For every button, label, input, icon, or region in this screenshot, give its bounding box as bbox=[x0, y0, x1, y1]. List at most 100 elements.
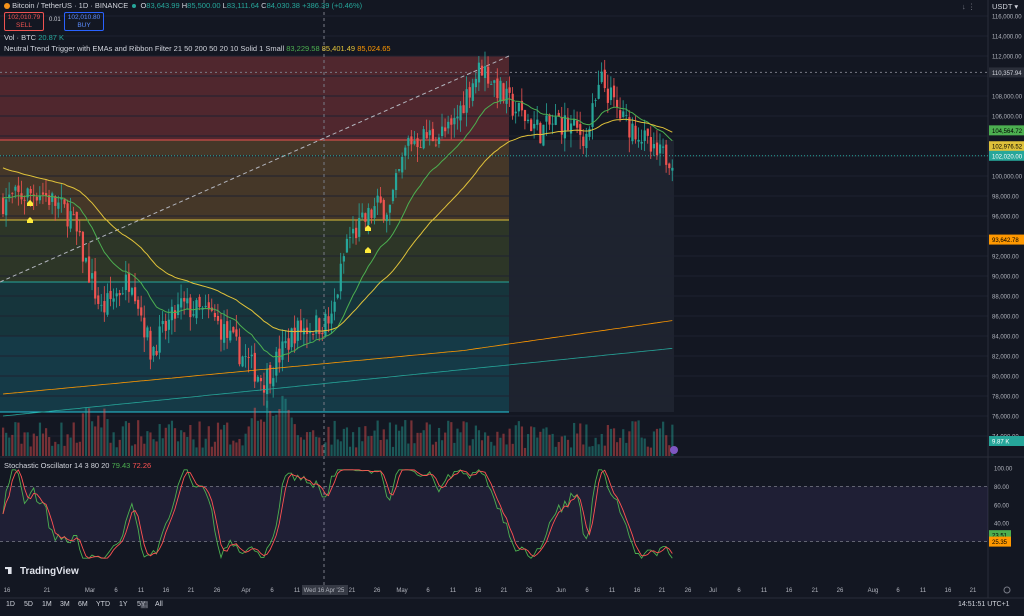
calendar-range-icon[interactable]: ▦ bbox=[140, 599, 149, 609]
time-axis-label: Jul bbox=[709, 588, 717, 594]
symbol-legend[interactable]: Bitcoin / TetherUS · 1D · BINANCE O83,64… bbox=[4, 1, 362, 10]
candle-body bbox=[625, 114, 628, 116]
volume-bar bbox=[597, 444, 600, 456]
volume-bar bbox=[631, 421, 634, 456]
price-axis-label: 96,000.00 bbox=[992, 215, 1019, 221]
timeframe-all[interactable]: All bbox=[155, 601, 163, 608]
volume-bar bbox=[29, 446, 32, 456]
candle-body bbox=[634, 125, 637, 140]
volume-bar bbox=[302, 439, 306, 456]
tradingview-logo[interactable]: TradingView bbox=[5, 566, 79, 577]
timeframe-3m[interactable]: 3M bbox=[60, 601, 70, 608]
time-axis-label: Wed 16 Apr '25 bbox=[304, 588, 345, 594]
candle-body bbox=[646, 128, 649, 136]
volume-bar bbox=[391, 446, 395, 456]
spread-value: 0.01 bbox=[49, 17, 61, 23]
volume-bar bbox=[100, 427, 103, 456]
time-axis-label: 21 bbox=[349, 588, 356, 594]
candle-body bbox=[588, 128, 591, 137]
volume-bar bbox=[628, 431, 631, 456]
candle-body bbox=[410, 136, 413, 145]
candle-body bbox=[493, 80, 496, 83]
bitcoin-icon bbox=[4, 3, 10, 10]
volume-bar bbox=[499, 437, 502, 456]
volume-bar bbox=[582, 444, 585, 456]
candle-body bbox=[490, 84, 493, 85]
candle-body bbox=[44, 193, 48, 196]
volume-bar bbox=[121, 426, 124, 456]
candle-body bbox=[72, 214, 75, 216]
candle-body bbox=[183, 297, 186, 302]
candle-body bbox=[173, 310, 177, 319]
stoch-legend[interactable]: Stochastic Oscillator 14 3 80 20 79.43 7… bbox=[4, 461, 151, 470]
volume-bar bbox=[106, 419, 109, 456]
time-axis-label: 26 bbox=[214, 588, 221, 594]
close-value: 84,030.38 bbox=[266, 1, 300, 10]
volume-legend[interactable]: Vol · BTC 20.87 K bbox=[4, 33, 64, 42]
volume-bar bbox=[130, 445, 134, 456]
candle-body bbox=[223, 324, 226, 343]
volume-bar bbox=[315, 436, 318, 456]
candle-body bbox=[609, 87, 613, 101]
volume-group bbox=[2, 395, 674, 456]
volume-value: 20.87 K bbox=[38, 33, 65, 42]
volume-bar bbox=[662, 421, 665, 456]
volume-bar bbox=[134, 444, 137, 456]
candle-body bbox=[536, 119, 539, 125]
timeframe-ytd[interactable]: YTD bbox=[96, 601, 110, 608]
candle-body bbox=[176, 304, 180, 316]
candle-body bbox=[370, 209, 373, 218]
timeframe-6m[interactable]: 6M bbox=[78, 601, 88, 608]
volume-bar bbox=[367, 436, 370, 456]
timeframe-5d[interactable]: 5D bbox=[24, 601, 33, 608]
volume-bar bbox=[573, 422, 576, 456]
volume-bar bbox=[569, 447, 573, 456]
symbol-title: Bitcoin / TetherUS · 1D · BINANCE bbox=[12, 1, 129, 10]
candle-body bbox=[394, 173, 398, 191]
sell-button[interactable]: 102,010.79 SELL bbox=[4, 12, 44, 31]
buy-label: BUY bbox=[77, 22, 91, 29]
volume-bar bbox=[655, 428, 659, 456]
price-axis-badge bbox=[989, 234, 1024, 245]
timeframe-1y[interactable]: 1Y bbox=[119, 601, 128, 608]
volume-bar bbox=[312, 430, 315, 456]
candle-body bbox=[382, 199, 385, 220]
timeframe-5y[interactable]: 5Y bbox=[137, 601, 146, 608]
candle-body bbox=[321, 332, 324, 335]
volume-bar bbox=[514, 425, 517, 456]
candle-body bbox=[487, 66, 490, 84]
utc-clock[interactable]: 14:51:51 UTC+1 bbox=[958, 601, 1010, 608]
candle-body bbox=[367, 207, 370, 226]
chart-toolbar-icons[interactable]: ↓ ⋮ bbox=[962, 2, 975, 11]
candle-body bbox=[649, 137, 652, 152]
volume-bar bbox=[370, 435, 373, 456]
candle-body bbox=[51, 193, 54, 202]
open-label: O bbox=[140, 1, 147, 10]
volume-bar bbox=[640, 437, 643, 456]
candle-body bbox=[398, 169, 401, 171]
volume-axis-badge bbox=[989, 436, 1024, 446]
indicator-legend[interactable]: Neutral Trend Trigger with EMAs and Ribb… bbox=[4, 44, 391, 53]
timeframe-1m[interactable]: 1M bbox=[42, 601, 52, 608]
stoch-d-line bbox=[2, 469, 673, 559]
candle-body bbox=[496, 78, 499, 99]
volume-bar bbox=[118, 439, 121, 456]
volume-bar bbox=[600, 433, 603, 456]
volume-bar bbox=[333, 420, 336, 456]
sell-label: SELL bbox=[16, 22, 32, 29]
more-icon[interactable]: ⋮ bbox=[967, 2, 976, 11]
currency-selector[interactable]: USDT ▾ bbox=[992, 2, 1018, 11]
arrow-down-icon[interactable]: ↓ bbox=[962, 2, 966, 11]
candle-body bbox=[312, 333, 315, 335]
timeframe-1d[interactable]: 1D bbox=[6, 601, 15, 608]
volume-bar bbox=[149, 432, 152, 456]
time-axis-label: Mar bbox=[85, 588, 95, 594]
candle-body bbox=[293, 327, 296, 344]
buy-button[interactable]: 102,010.80 BUY bbox=[64, 12, 104, 31]
volume-bar bbox=[5, 432, 8, 456]
candle-body bbox=[115, 293, 118, 297]
volume-bar bbox=[66, 434, 69, 456]
volume-bar bbox=[643, 438, 646, 456]
